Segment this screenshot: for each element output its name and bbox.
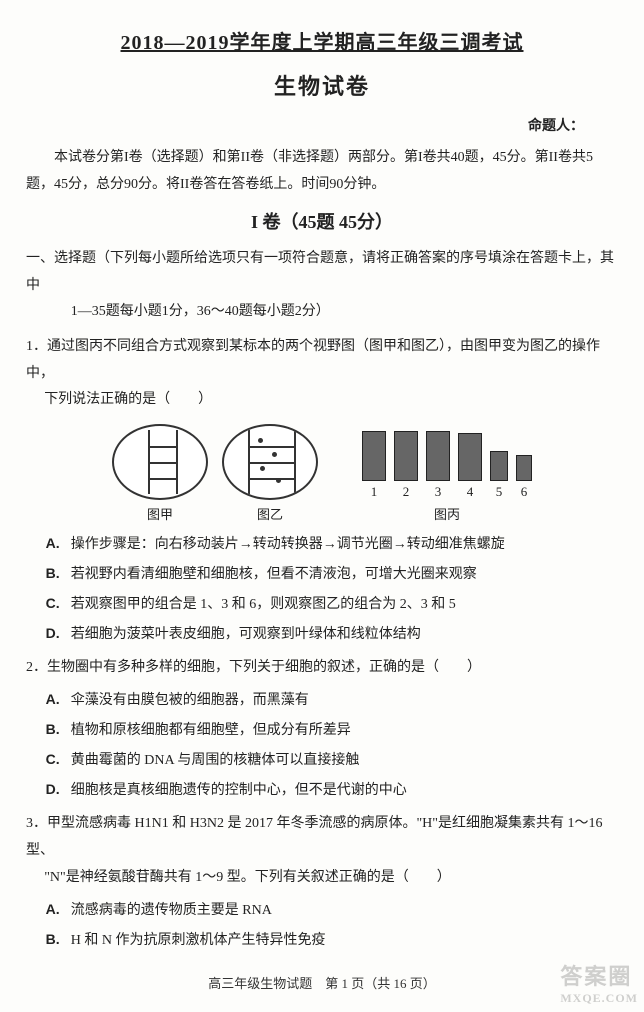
figure-yi-label: 图乙: [222, 504, 318, 523]
figure-jia: 图甲: [112, 424, 208, 523]
question-1: 1．通过图丙不同组合方式观察到某标本的两个视野图（图甲和图乙），由图甲变为图乙的…: [26, 334, 618, 414]
q1-figures: 图甲 图乙 1 2 3 4 5 6 图丙: [20, 424, 624, 523]
q1-option-d: D.若细胞为菠菜叶表皮细胞，可观察到叶绿体和线粒体结构: [26, 619, 618, 649]
q3-option-a: A.流感病毒的遗传物质主要是 RNA: [26, 895, 618, 925]
q2-options: A.伞藻没有由膜包被的细胞器，而黑藻有 B.植物和原核细胞都有细胞壁，但成分有所…: [26, 685, 618, 805]
instruction-line2: 1—35题每小题1分，36～40题每小题2分）: [26, 299, 618, 326]
figure-bing: 1 2 3 4 5 6 图丙: [362, 431, 532, 523]
figure-jia-label: 图甲: [112, 504, 208, 523]
intro-text: 本试卷分第I卷（选择题）和第II卷（非选择题）两部分。第I卷共40题，45分。第…: [26, 145, 618, 198]
q1-stem-line1: 1．通过图丙不同组合方式观察到某标本的两个视野图（图甲和图乙），由图甲变为图乙的…: [26, 339, 600, 381]
lens-2-icon: [394, 431, 418, 481]
q1-option-b: B.若视野内看清细胞壁和细胞核，但看不清液泡，可增大光圈来观察: [26, 559, 618, 589]
q2-option-d: D.细胞核是真核细胞遗传的控制中心，但不是代谢的中心: [26, 775, 618, 805]
section1-header: I 卷（45题 45分）: [20, 208, 624, 234]
q1-option-c: C.若观察图甲的组合是 1、3 和 6，则观察图乙的组合为 2、3 和 5: [26, 589, 618, 619]
watermark-small: MXQE.COM: [560, 991, 638, 1006]
q3-stem-line1: 3．甲型流感病毒 H1N1 和 H3N2 是 2017 年冬季流感的病原体。"H…: [26, 816, 602, 858]
question-2: 2．生物圈中有多种多样的细胞，下列关于细胞的叙述，正确的是（ ）: [26, 655, 618, 682]
exam-page: 2018—2019学年度上学期高三年级三调考试 生物试卷 命题人： 本试卷分第I…: [0, 0, 644, 1012]
q1-options: A.操作步骤是：向右移动装片→转动转换器→调节光圈→转动细准焦螺旋 B.若视野内…: [26, 529, 618, 649]
q2-stem: 2．生物圈中有多种多样的细胞，下列关于细胞的叙述，正确的是（ ）: [26, 660, 481, 675]
question-3: 3．甲型流感病毒 H1N1 和 H3N2 是 2017 年冬季流感的病原体。"H…: [26, 811, 618, 891]
lens-4-icon: [458, 433, 482, 481]
figure-bing-label: 图丙: [362, 504, 532, 523]
lens-5-icon: [490, 451, 508, 481]
oval-jia-icon: [112, 424, 208, 500]
instruction-line1: 一、选择题（下列每小题所给选项只有一项符合题意，请将正确答案的序号填涂在答题卡上…: [26, 251, 614, 293]
figure-yi: 图乙: [222, 424, 318, 523]
q1-option-a: A.操作步骤是：向右移动装片→转动转换器→调节光圈→转动细准焦螺旋: [26, 529, 618, 559]
sub-title: 生物试卷: [20, 69, 624, 101]
lens-3-icon: [426, 431, 450, 481]
lens-1-icon: [362, 431, 386, 481]
section1-instruction: 一、选择题（下列每小题所给选项只有一项符合题意，请将正确答案的序号填涂在答题卡上…: [26, 246, 618, 326]
q2-option-a: A.伞藻没有由膜包被的细胞器，而黑藻有: [26, 685, 618, 715]
q2-option-c: C.黄曲霉菌的 DNA 与周围的核糖体可以直接接触: [26, 745, 618, 775]
q1-stem-line2: 下列说法正确的是（ ）: [26, 387, 618, 414]
q3-options: A.流感病毒的遗传物质主要是 RNA B.H 和 N 作为抗原刺激机体产生特异性…: [26, 895, 618, 955]
oval-yi-icon: [222, 424, 318, 500]
main-title: 2018—2019学年度上学期高三年级三调考试: [20, 26, 624, 55]
lens-6-icon: [516, 455, 532, 481]
q2-option-b: B.植物和原核细胞都有细胞壁，但成分有所差异: [26, 715, 618, 745]
q3-option-b: B.H 和 N 作为抗原刺激机体产生特异性免疫: [26, 925, 618, 955]
lens-set: 1 2 3 4 5 6: [362, 431, 532, 500]
q3-stem-line2: "N"是神经氨酸苷酶共有 1～9 型。下列有关叙述正确的是（ ）: [26, 865, 618, 892]
page-footer: 高三年级生物试题 第 1 页（共 16 页）: [20, 973, 624, 992]
author-label: 命题人：: [20, 115, 584, 135]
